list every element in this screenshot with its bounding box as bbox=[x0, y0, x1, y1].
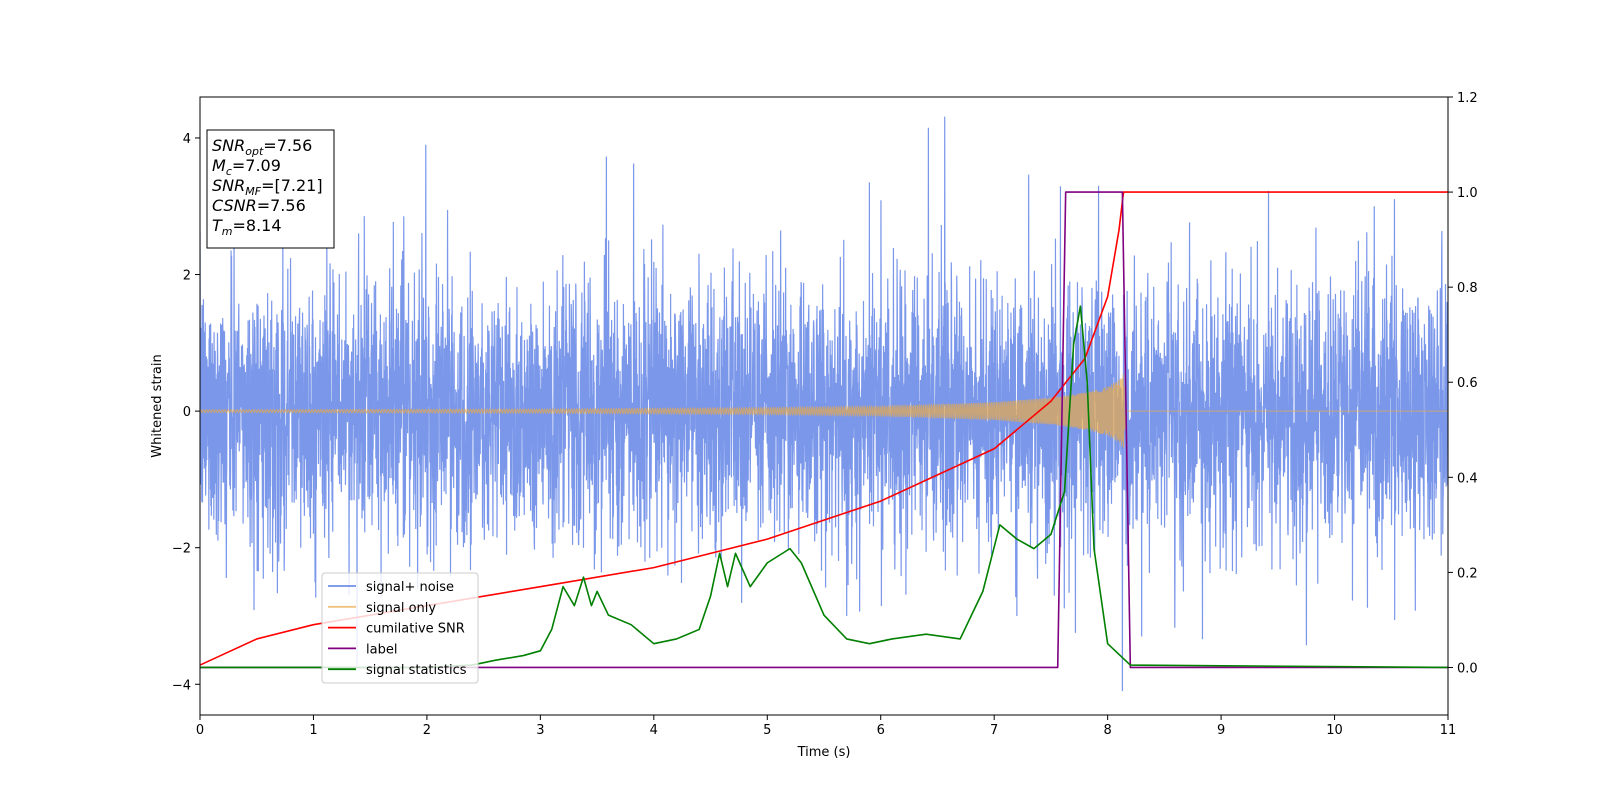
legend-label: signal statistics bbox=[366, 663, 467, 678]
x-tick-label: 8 bbox=[1103, 723, 1111, 738]
x-tick-label: 0 bbox=[196, 723, 204, 738]
y2-tick-label: 1.2 bbox=[1457, 91, 1478, 106]
y2-axis-ticks: 0.0 0.2 0.4 0.6 0.8 1.0 1.2 bbox=[1448, 91, 1478, 676]
y2-tick-label: 0.0 bbox=[1457, 661, 1478, 676]
x-tick-label: 9 bbox=[1217, 723, 1225, 738]
annotation-line: Tm=8.14 bbox=[212, 216, 282, 238]
annotation-line: CSNR=7.56 bbox=[212, 196, 306, 215]
legend-entry: signal+ noise bbox=[328, 580, 454, 595]
y-tick-label: −2 bbox=[172, 542, 191, 557]
legend-frame bbox=[321, 572, 479, 684]
annotation-frame bbox=[206, 129, 335, 249]
legend-label: cumilative SNR bbox=[366, 622, 465, 637]
y2-tick-label: 0.8 bbox=[1457, 281, 1478, 296]
annotation-line: SNRMF=[7.21] bbox=[212, 176, 323, 198]
x-tick-label: 6 bbox=[877, 723, 885, 738]
y-axis-label: Whitened strain bbox=[150, 354, 165, 457]
plot-frame bbox=[199, 96, 1449, 716]
legend-entry: signal statistics bbox=[328, 663, 467, 678]
x-tick-label: 4 bbox=[650, 723, 658, 738]
series-signal-only-line bbox=[200, 374, 1448, 448]
y-tick-label: 4 bbox=[183, 132, 191, 147]
series-signal-statistics-line bbox=[200, 305, 1448, 669]
legend-label: signal only bbox=[366, 601, 436, 616]
annotation-line: SNRopt=7.56 bbox=[212, 136, 312, 158]
x-tick-label: 3 bbox=[536, 723, 544, 738]
y-tick-label: 0 bbox=[183, 405, 191, 420]
legend-entry: signal only bbox=[328, 601, 436, 616]
x-tick-label: 5 bbox=[763, 723, 771, 738]
x-tick-label: 1 bbox=[309, 723, 317, 738]
series-label-line bbox=[200, 191, 1448, 669]
y-tick-label: 2 bbox=[183, 269, 191, 284]
annotation-line: Mc=7.09 bbox=[212, 156, 281, 178]
x-axis-ticks: 0 1 2 3 4 5 6 7 8 9 10 11 bbox=[196, 715, 1456, 738]
y2-tick-label: 0.2 bbox=[1457, 566, 1478, 581]
legend-label: signal+ noise bbox=[366, 580, 454, 595]
series-signal-noise-line bbox=[200, 116, 1448, 692]
x-tick-label: 11 bbox=[1440, 723, 1457, 738]
x-tick-label: 2 bbox=[423, 723, 431, 738]
y2-tick-label: 1.0 bbox=[1457, 186, 1478, 201]
y-axis-ticks: −4 −2 0 2 4 bbox=[172, 132, 200, 693]
legend: signal+ noise signal only cumilative SNR la… bbox=[321, 572, 479, 684]
legend-entry: cumilative SNR bbox=[328, 622, 465, 637]
x-axis-label: Time (s) bbox=[797, 745, 851, 760]
legend-label: label bbox=[366, 642, 397, 657]
y2-tick-label: 0.4 bbox=[1457, 471, 1478, 486]
x-tick-label: 7 bbox=[990, 723, 998, 738]
legend-entry: label bbox=[328, 642, 397, 657]
stats-annotation-box: SNRopt=7.56Mc=7.09SNRMF=[7.21]CSNR=7.56T… bbox=[206, 129, 335, 249]
y2-tick-label: 0.6 bbox=[1457, 376, 1478, 391]
y-tick-label: −4 bbox=[172, 678, 191, 693]
x-tick-label: 10 bbox=[1326, 723, 1343, 738]
